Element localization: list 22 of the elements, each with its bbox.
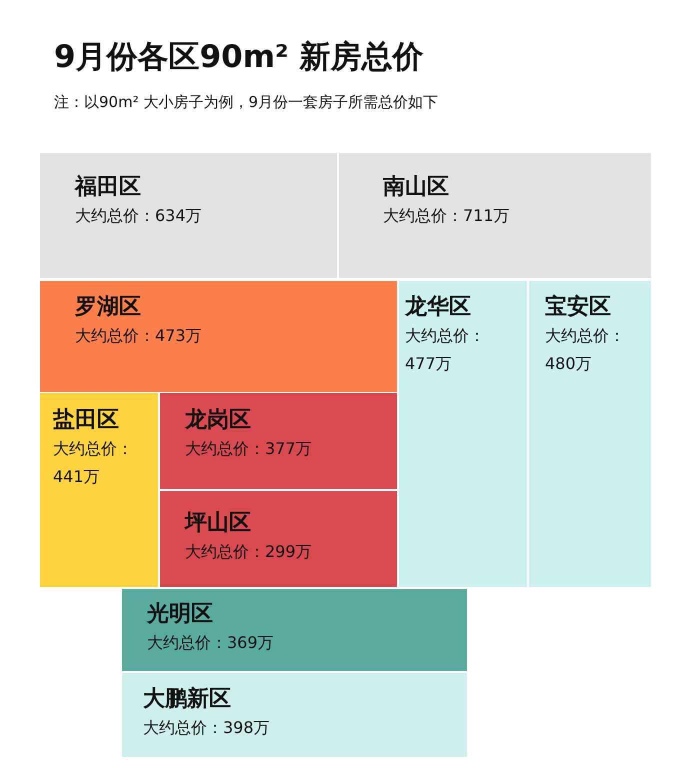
data-label: 大约总价：477万 [405,326,485,374]
category-label: 坪山区 [184,510,251,536]
data-label: 大约总价：441万 [53,439,133,486]
data-label: 大约总价：480万 [545,326,625,374]
category-label: 龙华区 [404,294,471,320]
category-label: 盐田区 [52,408,119,433]
category-label: 宝安区 [545,294,611,320]
category-label: 南山区 [382,174,449,200]
category-label: 罗湖区 [74,294,141,320]
data-label: 大约总价：369万 [147,633,274,652]
category-label: 福田区 [74,174,141,200]
data-label: 大约总价：634万 [75,206,202,226]
category-label: 大鹏新区 [143,686,231,712]
data-label: 大约总价：377万 [185,439,312,458]
category-label: 龙岗区 [184,408,251,433]
data-label: 大约总价：299万 [185,542,312,562]
data-label: 大约总价：473万 [75,326,202,346]
text: 注：以90m² 大小房子为例，9月份一套房子所需总价如下 [54,93,438,112]
data-label: 大约总价：711万 [383,206,510,226]
text: 9月份各区90m² 新房总价 [54,38,424,77]
category-label: 光明区 [146,602,213,627]
data-label: 大约总价：398万 [143,718,270,738]
